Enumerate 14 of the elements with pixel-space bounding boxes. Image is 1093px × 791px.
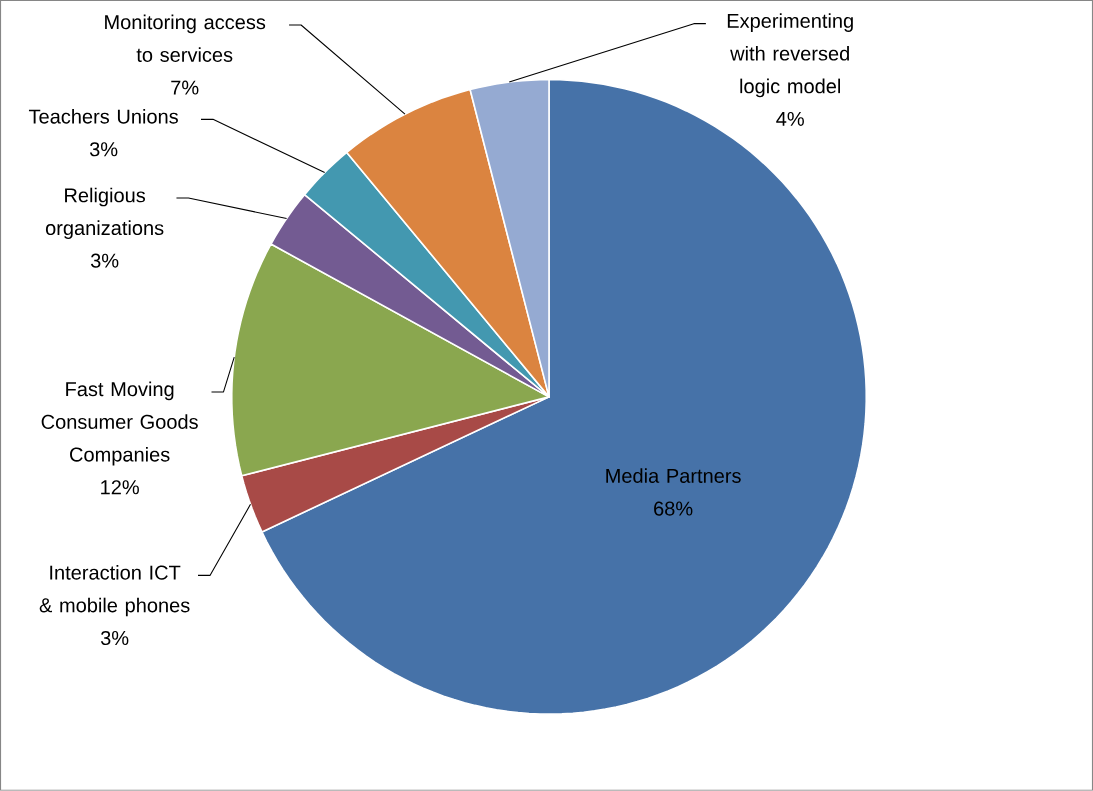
data-label: 68% bbox=[654, 501, 693, 516]
slice-label: Media Partners bbox=[606, 468, 741, 484]
slice-label: Interaction ICT & mobile phones bbox=[39, 565, 190, 617]
data-label: 3% bbox=[90, 253, 119, 268]
slice-label: Religious organizations bbox=[45, 187, 164, 240]
slice-label: Fast Moving Consumer Goods Companies bbox=[41, 381, 198, 466]
data-label: 3% bbox=[89, 142, 118, 157]
data-label: 3% bbox=[100, 631, 129, 646]
slice-label: Teachers Unions bbox=[28, 109, 178, 124]
data-label: 4% bbox=[776, 112, 804, 127]
data-label: 7% bbox=[171, 80, 199, 95]
slice-label: Experimenting with reversed logic model bbox=[727, 13, 853, 98]
slice-label: Monitoring access to services bbox=[105, 14, 266, 63]
data-label: 12% bbox=[101, 480, 139, 495]
